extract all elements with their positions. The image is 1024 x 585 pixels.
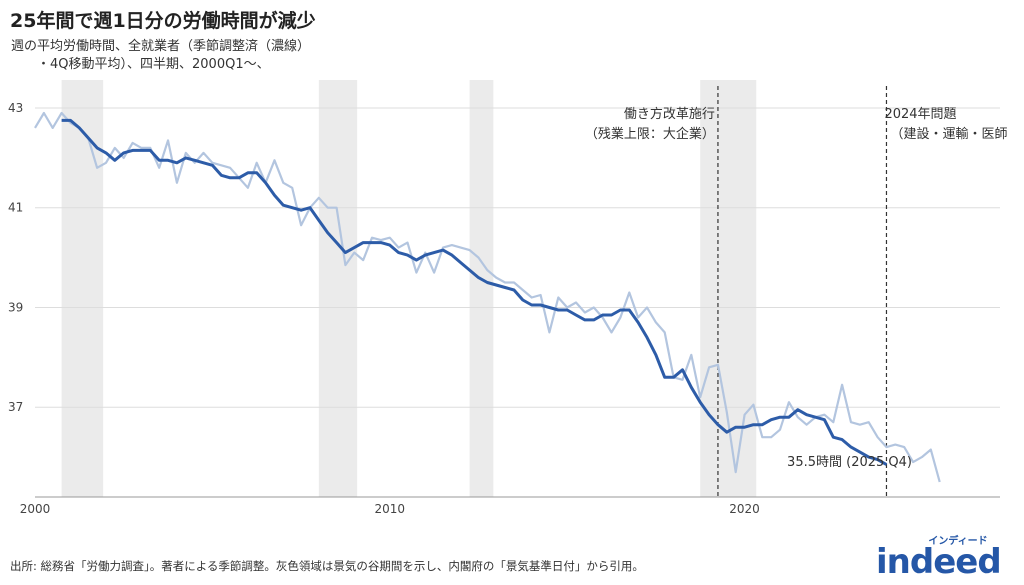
y-tick-label: 39 <box>8 300 23 314</box>
recession-band <box>61 80 104 497</box>
chart-title: 25年間で週1日分の労働時間が減少 <box>10 10 316 32</box>
source-note: 出所: 総務省「労働力調査」。著者による季節調整。灰色領域は景気の谷期間を示し、… <box>10 559 644 573</box>
y-tick-label: 43 <box>8 101 23 115</box>
event-label: （建設・運輸・医師 <box>890 126 1007 142</box>
y-tick-label: 37 <box>8 400 23 414</box>
series-sa-line <box>34 111 941 483</box>
indeed-logo: インディード indeed <box>876 534 1002 578</box>
subtitle-line-1: 週の平均労働時間、全就業者（季節調整済（濃線） <box>11 39 311 54</box>
x-tick-label: 2020 <box>729 502 760 516</box>
logo-wordmark: indeed <box>876 542 1001 578</box>
recession-band <box>700 80 757 497</box>
recession-band <box>469 80 494 497</box>
event-label: （残業上限：大企業） <box>585 126 715 142</box>
chart-subtitle: 週の平均労働時間、全就業者（季節調整済（濃線） ・4Q移動平均）、四半期、200… <box>11 38 531 74</box>
series-ma-line <box>61 118 888 466</box>
x-tick-label: 2000 <box>20 502 51 516</box>
recession-band <box>318 80 358 497</box>
subtitle-line-2: ・4Q移動平均）、四半期、2000Q1〜、 <box>37 57 270 72</box>
event-label: 2024年問題 <box>884 107 956 122</box>
y-tick-label: 41 <box>8 201 23 215</box>
logo-kana: インディード <box>928 534 987 547</box>
x-tick-label: 2010 <box>375 502 406 516</box>
event-label: 働き方改革施行 <box>624 106 715 122</box>
end-value-label: 35.5時間 (2025 Q4) <box>787 455 912 470</box>
